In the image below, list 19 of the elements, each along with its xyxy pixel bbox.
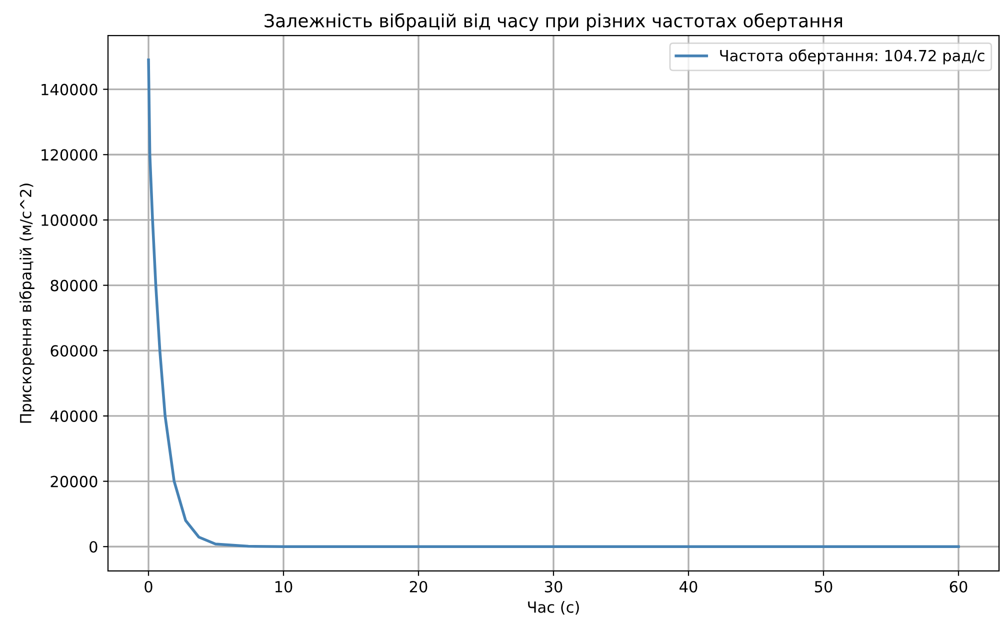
x-tick-label: 30 xyxy=(544,580,562,593)
y-axis-title: Прискорення вібрацій (м/с^2) xyxy=(19,184,34,423)
y-tick-label: 60000 xyxy=(50,345,98,357)
x-tick-label: 20 xyxy=(410,580,428,593)
x-tick-label: 40 xyxy=(680,580,698,593)
y-tick-label: 120000 xyxy=(42,149,98,161)
y-tick-label: 80000 xyxy=(50,280,98,292)
y-tick-label: 100000 xyxy=(42,214,98,226)
chart-title: Залежність вібрацій від часу при різних частотах обертання xyxy=(264,13,842,31)
legend-label: Частота обертання: 104.72 рад/с xyxy=(720,49,984,64)
y-tick-label: 0 xyxy=(90,541,98,553)
y-tick-label: 20000 xyxy=(50,476,98,488)
x-tick-label: 0 xyxy=(144,580,152,593)
x-tick-label: 60 xyxy=(950,580,968,593)
x-tick-label: 10 xyxy=(275,580,292,593)
x-axis-title: Час (с) xyxy=(528,601,579,615)
x-tick-label: 50 xyxy=(814,580,832,593)
y-tick-label: 40000 xyxy=(50,410,98,422)
y-tick-label: 140000 xyxy=(42,84,98,96)
